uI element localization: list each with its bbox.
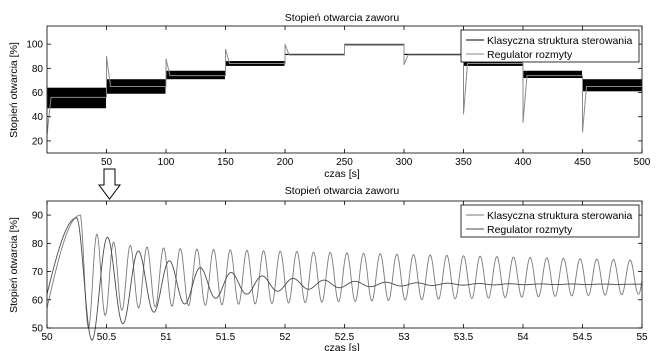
- top-ticks: 50 100 150 200 250 300 350 400 450 500 20 40 60 80 100: [26, 26, 651, 168]
- bottom-x-tick-label: 51: [160, 332, 172, 343]
- bottom-x-tick-label: 50.5: [97, 332, 117, 343]
- bottom-y-tick-label: 90: [32, 211, 44, 222]
- top-x-tick-label: 300: [396, 157, 413, 168]
- top-y-tick-label: 100: [26, 40, 43, 51]
- top-x-tick-label: 250: [336, 157, 353, 168]
- bottom-y-tick-label: 60: [32, 295, 44, 306]
- bottom-x-tick-label: 52.5: [335, 332, 355, 343]
- top-plot-area: [46, 43, 642, 135]
- top-y-tick-label: 20: [32, 136, 44, 147]
- bottom-x-tick-label: 50: [41, 332, 53, 343]
- bottom-y-tick-label: 70: [32, 267, 44, 278]
- top-x-tick-label: 500: [634, 157, 651, 168]
- top-legend: Klasyczna struktura sterowania Regulator…: [460, 29, 640, 63]
- bottom-chart-title: Stopień otwarcia zaworu: [285, 185, 400, 197]
- bottom-x-tick-label: 53: [398, 332, 410, 343]
- top-classic-band-0: [47, 87, 106, 109]
- top-x-tick-label: 50: [101, 157, 113, 168]
- top-classic-band-5: [345, 44, 404, 46]
- top-y-tick-label: 40: [32, 112, 44, 123]
- top-legend-label-fuzzy: Regulator rozmyty: [487, 49, 573, 61]
- bottom-classic-line: [46, 214, 643, 329]
- bottom-ticks: 50 50.5 51 51.5 52 52.5 53 53.5 54 54.5 55 50 60 70 80…: [32, 201, 648, 343]
- top-legend-box: [460, 29, 640, 63]
- top-x-tick-label: 400: [515, 157, 532, 168]
- bottom-x-axis-label: czas [s]: [324, 342, 360, 351]
- bottom-fuzzy-line: [46, 217, 643, 341]
- bottom-x-tick-label: 54.5: [573, 332, 593, 343]
- bottom-legend-label-fuzzy: Regulator rozmyty: [487, 224, 573, 236]
- top-classic-band-7: [464, 62, 523, 66]
- top-classic-band-6: [404, 53, 463, 56]
- bottom-x-tick-label: 51.5: [216, 332, 236, 343]
- top-classic-band-2: [166, 70, 225, 80]
- bottom-legend-label-classic: Klasyczna struktura sterowania: [487, 210, 632, 222]
- top-y-tick-label: 80: [32, 64, 44, 75]
- bottom-x-tick-label: 52: [279, 332, 291, 343]
- bottom-plot-area: [46, 214, 643, 341]
- top-x-tick-label: 200: [277, 157, 294, 168]
- top-chart-title: Stopień otwarcia zaworu: [285, 12, 400, 24]
- top-legend-label-classic: Klasyczna struktura sterowania: [487, 35, 632, 47]
- bottom-legend: Klasyczna struktura sterowania Regulator…: [460, 204, 640, 238]
- top-classic-band-8: [523, 70, 582, 79]
- down-arrow-icon: [98, 168, 121, 200]
- bottom-y-tick-label: 80: [32, 239, 44, 250]
- top-y-axis-label: Stopień otwarcia [%]: [8, 42, 20, 138]
- top-x-tick-label: 150: [217, 157, 234, 168]
- top-classic-band-9: [583, 79, 642, 92]
- bottom-y-tick-label: 50: [32, 324, 44, 335]
- bottom-legend-box: [460, 204, 640, 238]
- bottom-chart: Stopień otwarcia zaworu 50 50.5 51 51.5 52 52…: [8, 185, 648, 351]
- bottom-x-tick-label: 54: [517, 332, 529, 343]
- top-x-axis-label: czas [s]: [324, 168, 360, 180]
- bottom-x-tick-label: 55: [636, 332, 648, 343]
- top-y-tick-label: 60: [32, 88, 44, 99]
- bottom-x-tick-label: 53.5: [454, 332, 474, 343]
- top-x-tick-label: 450: [574, 157, 591, 168]
- top-fuzzy-line: [46, 43, 642, 135]
- top-classic-band-4: [285, 53, 344, 56]
- top-x-tick-label: 350: [455, 157, 472, 168]
- top-chart: Stopień otwarcia zaworu 50 100 150 200 250 30…: [8, 12, 651, 180]
- bottom-y-axis-label: Stopień otwarcia [%]: [8, 217, 20, 313]
- top-x-tick-label: 100: [158, 157, 175, 168]
